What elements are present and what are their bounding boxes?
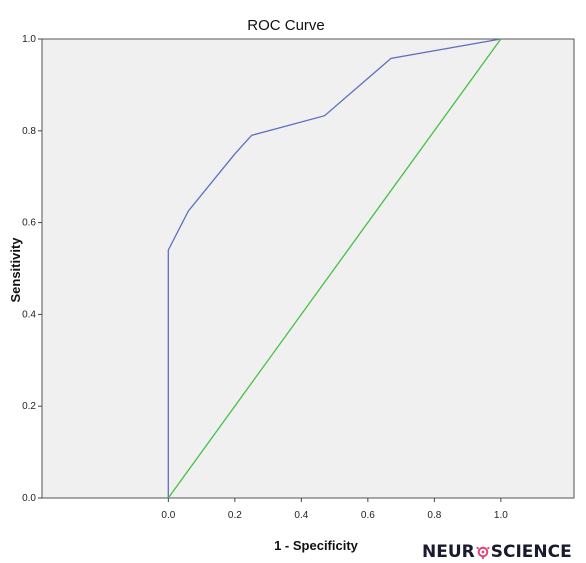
y-tick-label: 0.2 [22, 401, 36, 412]
x-tick-label: 1.0 [494, 510, 508, 521]
neuroscience-logo: NEUR SCIENCE [422, 542, 572, 562]
y-tick-label: 0.8 [22, 126, 36, 137]
y-axis-title: Sensitivity [8, 237, 23, 303]
x-tick-label: 0.0 [161, 510, 175, 521]
y-tick-label: 0.4 [22, 309, 36, 320]
series-lines [167, 38, 502, 499]
y-tick-label: 1.0 [22, 34, 36, 45]
y-tick-label: 0.6 [22, 218, 36, 229]
x-tick-label: 0.6 [361, 510, 375, 521]
axes [38, 38, 502, 502]
logo-text-left: NEUR [422, 542, 475, 562]
x-tick-label: 0.4 [294, 510, 308, 521]
neuron-icon [476, 546, 490, 559]
x-tick-label: 0.8 [427, 510, 441, 521]
logo-text-right: SCIENCE [490, 542, 572, 562]
roc-curve-line [167, 38, 501, 498]
x-tick-label: 0.2 [228, 510, 242, 521]
reference-diagonal-line [167, 38, 502, 499]
y-tick-label: 0.0 [22, 493, 36, 504]
x-axis-title: 1 - Specificity [274, 538, 359, 553]
plot-area [41, 38, 575, 499]
chart-title: ROC Curve [247, 17, 325, 34]
tick-labels: 0.0 0.2 0.4 0.6 0.8 1.0 0.0 0.2 0.4 0.6 0.8 1.0 [22, 34, 508, 521]
